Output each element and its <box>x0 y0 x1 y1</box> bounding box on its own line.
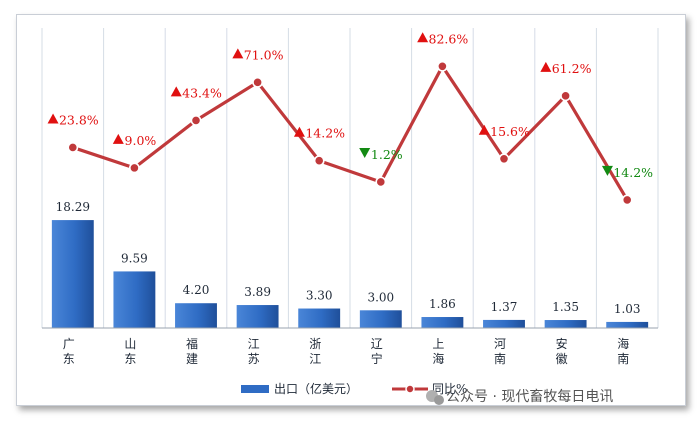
grid-lines <box>41 28 659 328</box>
bar-value-label: 3.89 <box>244 285 271 299</box>
bar <box>359 310 402 328</box>
watermark: 公众号 · 现代畜牧每日电讯 <box>426 389 613 405</box>
yoy-marker <box>621 194 633 206</box>
yoy-label: 14.2% <box>305 126 345 141</box>
yoy-label: 23.8% <box>59 112 99 127</box>
bar-value-label: 4.20 <box>183 283 210 297</box>
up-arrow-icon <box>170 86 182 97</box>
legend: 出口（亿美元） 同比% <box>241 381 467 396</box>
category-label: 辽宁 <box>371 337 383 366</box>
up-arrow-icon <box>417 32 429 43</box>
category-label: 安徽 <box>556 336 568 366</box>
category-label: 福建 <box>186 336 198 366</box>
legend-line-marker <box>405 384 415 394</box>
yoy-line <box>72 64 629 201</box>
wechat-icon <box>426 390 444 405</box>
bar-value-label: 1.37 <box>491 300 518 314</box>
bar-value-labels: 18.29 9.59 4.20 3.89 3.30 3.00 1.86 1.37 1.35 1.0… <box>56 200 641 316</box>
yoy-label: 14.2% <box>613 165 653 180</box>
yoy-marker <box>375 176 387 188</box>
bar-value-label: 9.59 <box>121 251 148 265</box>
yoy-label: 9.0% <box>125 133 157 148</box>
yoy-marker <box>498 153 510 165</box>
category-label: 上海 <box>432 337 444 366</box>
bar-series <box>51 220 649 328</box>
up-arrow-icon <box>540 61 552 72</box>
category-label: 河南 <box>494 337 506 366</box>
category-label: 广东 <box>63 337 75 366</box>
yoy-label: 43.4% <box>182 85 222 100</box>
up-arrow-icon <box>47 113 59 124</box>
yoy-marker <box>128 162 140 174</box>
legend-bar-label: 出口（亿美元） <box>274 381 358 396</box>
bar <box>606 321 649 328</box>
yoy-line-series <box>67 60 633 206</box>
bar-value-label: 18.29 <box>56 200 90 214</box>
yoy-label: 1.2% <box>371 147 403 162</box>
down-arrow-icon <box>601 165 613 176</box>
yoy-marker <box>313 155 325 167</box>
watermark-text: 公众号 · 现代畜牧每日电讯 <box>446 389 613 405</box>
category-label: 山东 <box>124 337 136 366</box>
yoy-label: 15.6% <box>490 124 530 139</box>
bar <box>544 320 587 328</box>
bar-value-label: 3.00 <box>367 290 394 304</box>
bar <box>236 305 279 328</box>
bar-value-label: 1.86 <box>429 297 456 311</box>
legend-bar-swatch <box>241 385 269 393</box>
yoy-label: 61.2% <box>552 61 592 76</box>
yoy-marker <box>436 60 448 72</box>
bar <box>483 319 525 328</box>
up-arrow-icon <box>293 126 305 137</box>
yoy-marker <box>560 90 571 102</box>
up-arrow-icon <box>232 48 244 59</box>
yoy-marker <box>252 76 263 88</box>
yoy-marker <box>67 142 79 153</box>
yoy-marker <box>190 115 202 126</box>
category-label: 江苏 <box>248 337 260 366</box>
bar-value-label: 1.35 <box>552 300 579 314</box>
yoy-labels: 23.8% 9.0% 43.4% 71.0% 14.2% 1.2% 82.6% 15.6% 61… <box>47 31 653 180</box>
yoy-label: 82.6% <box>429 31 469 46</box>
category-label: 海南 <box>617 336 629 366</box>
bar-value-label: 3.30 <box>306 289 333 303</box>
bar <box>298 308 341 328</box>
up-arrow-icon <box>478 124 490 135</box>
bar-value-label: 1.03 <box>614 302 641 316</box>
up-arrow-icon <box>112 133 124 144</box>
down-arrow-icon <box>359 147 371 158</box>
bar <box>51 220 94 328</box>
bar <box>175 303 217 328</box>
legend-line-label: 同比% <box>432 382 467 396</box>
bar <box>421 317 464 328</box>
chart-panel <box>16 14 686 406</box>
category-label: 浙江 <box>309 337 321 366</box>
yoy-label: 71.0% <box>244 47 284 62</box>
category-labels: 广东 山东 福建 江苏 浙江 辽宁 上海 河南 安徽 海南 <box>63 336 629 366</box>
bar <box>113 271 156 328</box>
